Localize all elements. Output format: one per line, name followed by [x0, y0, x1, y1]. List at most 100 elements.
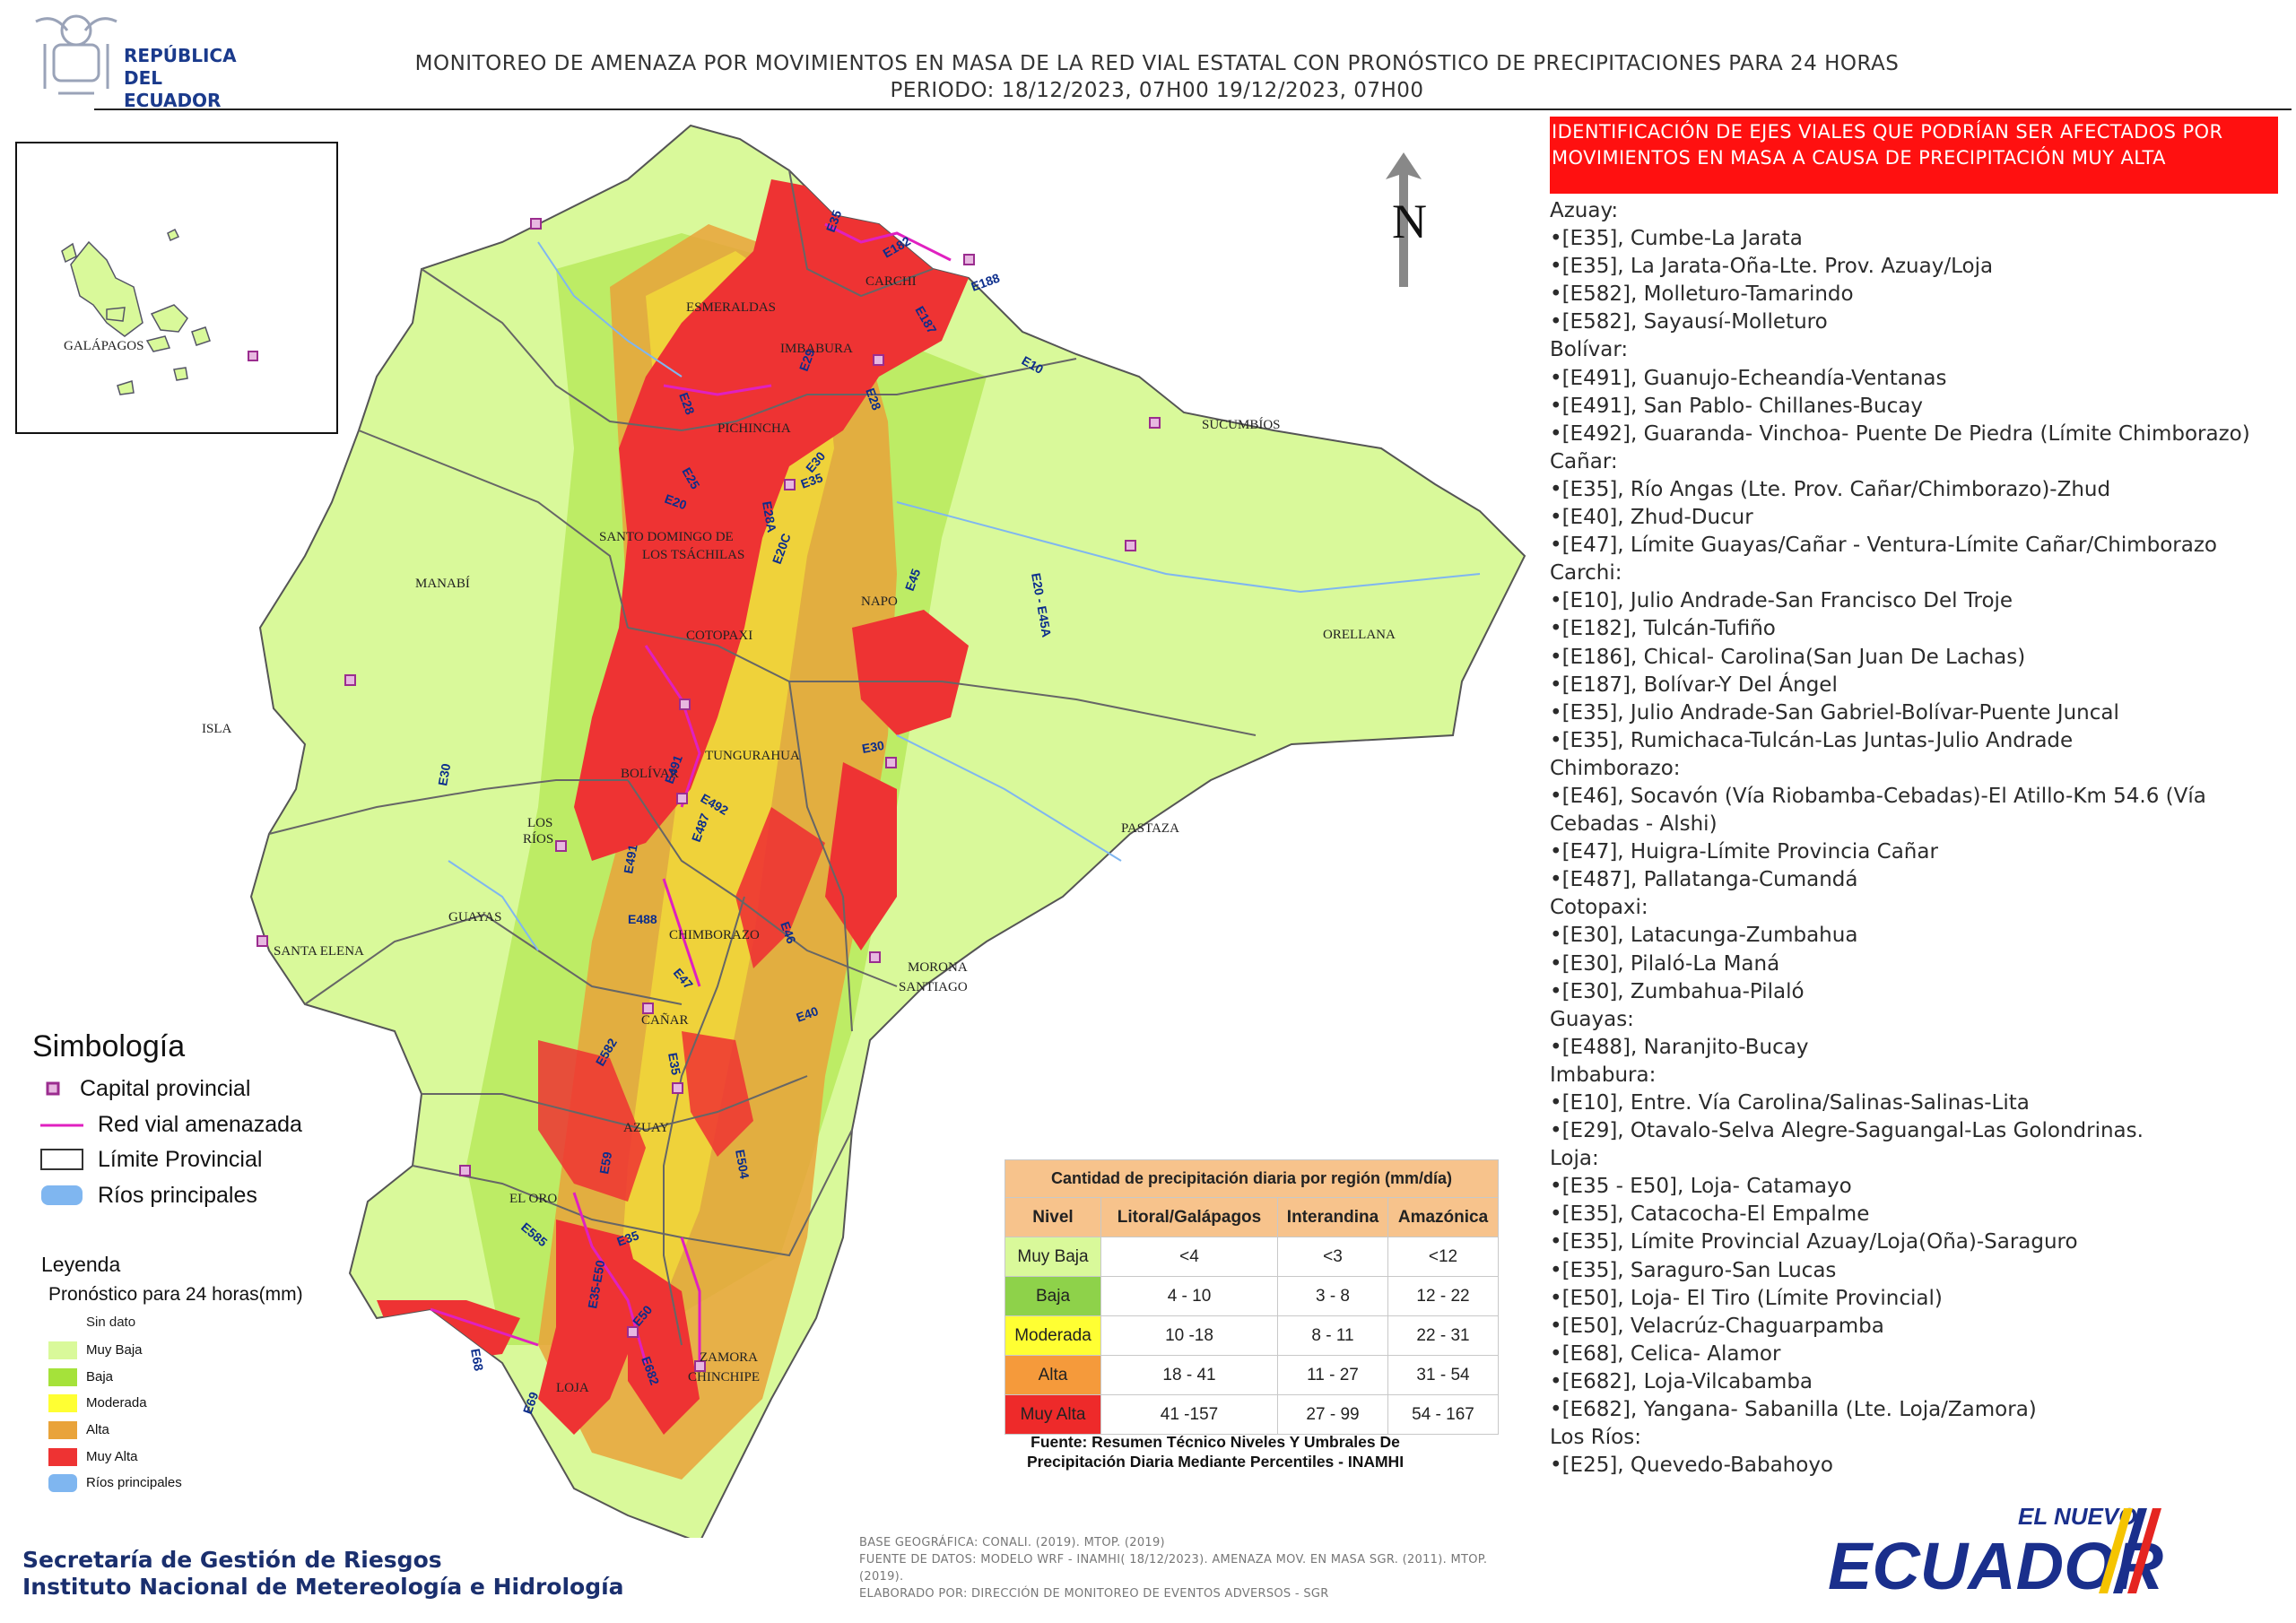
road-line-icon [40, 1124, 83, 1127]
coat-of-arms-icon [35, 14, 117, 95]
affected-roads-list: Azuay: •[E35], Cumbe-La Jarata •[E35], La … [1550, 197, 2294, 1480]
capital-marker [1125, 540, 1136, 551]
road-item: •[E682], Loja-Vilcabamba [1550, 1369, 1813, 1393]
road-item: •[E47], Huigra-Límite Provincia Cañar [1550, 840, 1938, 864]
road-item: •[E491], San Pablo- Chillanes-Bucay [1550, 394, 1923, 418]
label-pichincha: PICHINCHA [718, 421, 791, 436]
logo-line-1: REPÚBLICA [124, 45, 237, 66]
table-row: Muy Baja <4 <3 <12 [1004, 1237, 1499, 1277]
road-item: •[E30], Pilaló-La Maná [1550, 951, 1780, 976]
north-arrow-icon: N [1386, 152, 1426, 287]
road-item: •[E35], La Jarata-Oña-Lte. Prov. Azuay/L… [1550, 255, 1994, 279]
label-loja: LOJA [556, 1381, 589, 1395]
capital-marker [873, 354, 884, 366]
legend-muy-baja: Muy Baja [48, 1341, 143, 1360]
label-napo: NAPO [861, 595, 898, 609]
capital-marker [676, 793, 688, 804]
value-cell: 11 - 27 [1277, 1355, 1388, 1395]
province-heading: Bolívar: [1550, 338, 1629, 362]
label-manabi: MANABÍ [415, 576, 470, 591]
level-cell: Baja [1004, 1276, 1101, 1316]
road-item: •[E186], Chical- Carolina(San Juan De La… [1550, 645, 2026, 669]
road-item: •[E50], Loja- El Tiro (Límite Provincial… [1550, 1286, 1943, 1310]
road-item: •[E35], Catacocha-El Empalme [1550, 1202, 1870, 1227]
river-swatch-icon [41, 1185, 83, 1206]
capital-marker [672, 1082, 683, 1094]
road-item: •[E50], Velacrúz-Chaguarpamba [1550, 1314, 1884, 1338]
road-label: E28A [760, 500, 779, 534]
table-title: Cantidad de precipitación diaria por reg… [1004, 1159, 1499, 1198]
legend-label: Alta [86, 1422, 109, 1437]
legend-road: Red vial amenazada [40, 1112, 302, 1138]
label-tungurahua: TUNGURAHUA [705, 749, 800, 763]
road-item: •[E35], Río Angas (Lte. Prov. Cañar/Chim… [1550, 477, 2111, 501]
level-cell: Muy Alta [1004, 1394, 1101, 1435]
province-heading: Cañar: [1550, 449, 1618, 473]
legend-label: Red vial amenazada [98, 1112, 302, 1137]
header-divider [94, 108, 2292, 110]
legend-label: Límite Provincial [98, 1147, 263, 1172]
legend-label: Moderada [86, 1395, 147, 1410]
table-header: Amazónica [1387, 1197, 1499, 1237]
hazard-zones [377, 179, 987, 1480]
logo-line-2: DEL ECUADOR [124, 67, 222, 111]
capital-marker [555, 840, 567, 852]
rivers [448, 241, 1481, 951]
road-label: E491 [621, 843, 639, 874]
label-zamora-1: ZAMORA [700, 1350, 758, 1365]
province-heading: Carchi: [1550, 561, 1622, 586]
value-cell: 22 - 31 [1387, 1315, 1499, 1356]
value-cell: 41 -157 [1100, 1394, 1278, 1435]
label-el-oro: EL ORO [509, 1192, 557, 1206]
credit-line: ELABORADO POR: DIRECCIÓN DE MONITOREO DE… [859, 1587, 1329, 1601]
table-row: Moderada 10 -18 8 - 11 22 - 31 [1004, 1315, 1499, 1356]
value-cell: 3 - 8 [1277, 1276, 1388, 1316]
capital-marker [344, 674, 356, 686]
swatch [48, 1421, 77, 1440]
label-zamora-2: CHINCHIPE [688, 1370, 760, 1384]
province-labels: ESMERALDAS CARCHI IMBABURA PICHINCHA SUC… [202, 274, 1396, 1395]
precipitation-table: Cantidad de precipitación diaria por reg… [1004, 1159, 1499, 1435]
capital-marker [1149, 417, 1161, 429]
footer-orgs: Secretaría de Gestión de Riesgos Institu… [22, 1547, 624, 1601]
road-item: •[E487], Pallatanga-Cumandá [1550, 868, 1858, 892]
legend-capital: Capital provincial [40, 1076, 250, 1102]
label-bolivar: BOLÍVAR [621, 766, 679, 781]
table-row: Muy Alta 41 -157 27 - 99 54 - 167 [1004, 1394, 1499, 1435]
galapagos-label: GALÁPAGOS [64, 338, 144, 353]
table-header: Litoral/Galápagos [1100, 1197, 1278, 1237]
value-cell: 12 - 22 [1387, 1276, 1499, 1316]
org-line: Instituto Nacional de Metereología e Hid… [22, 1574, 624, 1600]
road-item: •[E30], Zumbahua-Pilaló [1550, 979, 1805, 1003]
page-title: MONITOREO DE AMENAZA POR MOVIMIENTOS EN … [414, 52, 1900, 75]
road-label: E488 [628, 912, 657, 926]
level-cell: Muy Baja [1004, 1237, 1101, 1277]
value-cell: 31 - 54 [1387, 1355, 1499, 1395]
label-carchi: CARCHI [865, 274, 917, 289]
galapagos-inset: GALÁPAGOS [15, 142, 338, 456]
label-esmeraldas: ESMERALDAS [686, 300, 776, 315]
road-item: •[E35], Cumbe-La Jarata [1550, 227, 1803, 251]
label-pastaza: PASTAZA [1121, 821, 1179, 836]
legend-label: Ríos principales [98, 1183, 257, 1208]
label-chimborazo: CHIMBORAZO [669, 928, 760, 942]
road-item: •[E491], Guanujo-Echeandía-Ventanas [1550, 366, 1947, 390]
road-item: •[E582], Sayausí-Molleturo [1550, 310, 1828, 334]
road-item: •[E582], Molleturo-Tamarindo [1550, 282, 1854, 307]
road-label: E35 [665, 1052, 683, 1077]
province-heading: Guayas: [1550, 1007, 1634, 1031]
label-los-rios-2: RÍOS [523, 831, 553, 846]
table-source: Fuente: Resumen Técnico Niveles Y Umbral… [1026, 1433, 1405, 1471]
capital-marker [257, 935, 268, 947]
road-label: E68 [468, 1348, 486, 1373]
table-body: Muy Baja <4 <3 <12 Baja 4 - 10 3 - 8 12 - 22 Mod… [1004, 1237, 1499, 1435]
road-item: •[E10], Entre. Vía Carolina/Salinas-Sali… [1550, 1091, 2030, 1115]
road-item: •[E682], Yangana- Sabanilla (Lte. Loja/Z… [1550, 1398, 2037, 1422]
leyenda-subtitle: Pronóstico para 24 horas(mm) [48, 1284, 303, 1305]
road-item: •[E10], Julio Andrade-San Francisco Del … [1550, 589, 2013, 613]
value-cell: <4 [1100, 1237, 1278, 1277]
swatch [48, 1341, 77, 1360]
road-item: •[E35], Rumichaca-Tulcán-Las Juntas-Juli… [1550, 728, 2074, 752]
label-isla: ISLA [202, 722, 232, 736]
logo-stripe-red [2127, 1508, 2161, 1593]
